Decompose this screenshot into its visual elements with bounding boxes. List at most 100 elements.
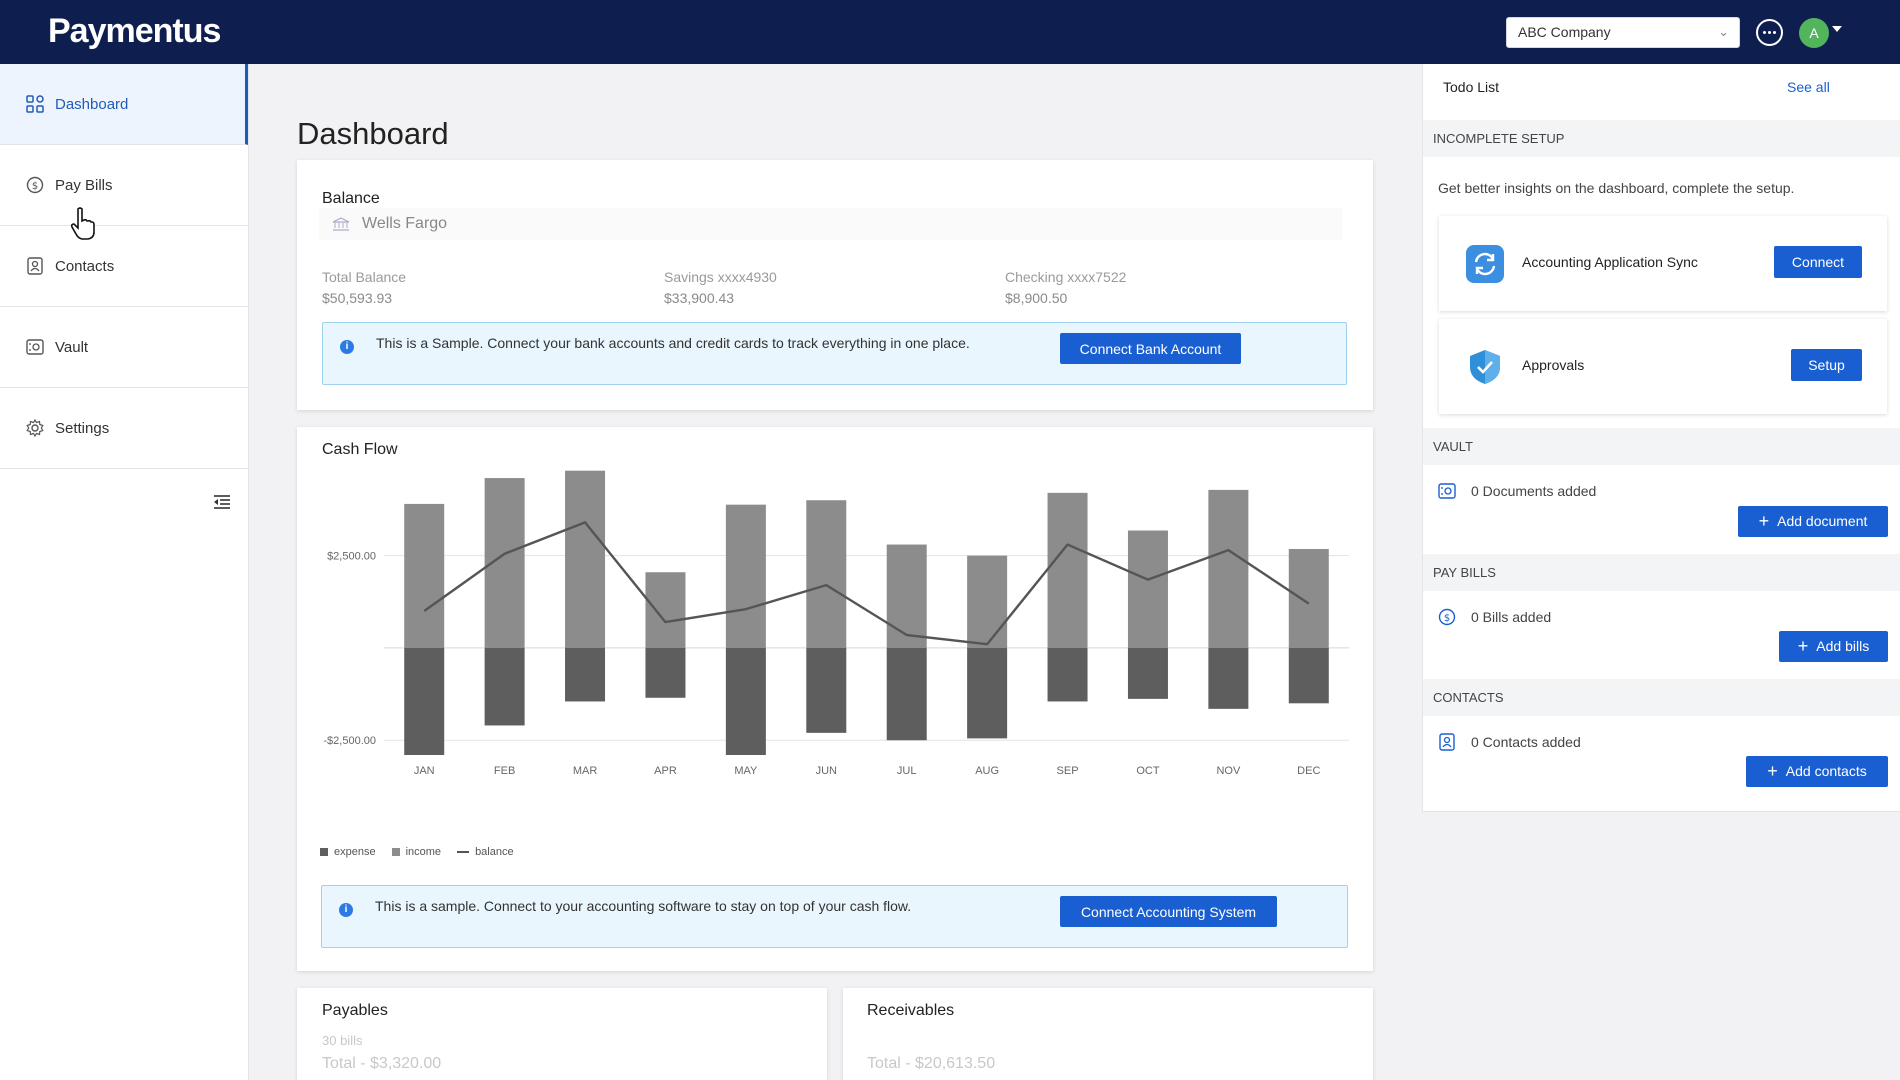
- cashflow-title: Cash Flow: [322, 441, 398, 458]
- setup-hint: Get better insights on the dashboard, co…: [1438, 180, 1795, 196]
- vault-heading: VAULT: [1423, 428, 1900, 465]
- income-bar: [886, 544, 927, 648]
- sync-icon: [1466, 245, 1504, 283]
- x-tick-label: MAR: [573, 765, 598, 777]
- connect-bank-account-button[interactable]: Connect Bank Account: [1060, 333, 1241, 364]
- setup-item-label: Approvals: [1522, 357, 1585, 373]
- income-bar: [565, 470, 606, 648]
- x-tick-label: JUN: [816, 765, 837, 777]
- x-tick-label: OCT: [1136, 765, 1160, 777]
- legend-income[interactable]: income: [391, 846, 441, 858]
- legend-expense[interactable]: expense: [320, 846, 376, 858]
- svg-text:$: $: [32, 181, 38, 192]
- vault-status: 0 Documents added: [1437, 481, 1596, 501]
- plus-icon: +: [1758, 511, 1770, 531]
- contact-icon: [1439, 733, 1455, 751]
- x-tick-label: AUG: [975, 765, 999, 777]
- expense-bar: [886, 647, 927, 741]
- sidebar-item-contacts[interactable]: Contacts: [0, 226, 248, 307]
- add-bills-button[interactable]: + Add bills: [1779, 631, 1888, 662]
- add-contacts-button[interactable]: + Add contacts: [1746, 756, 1888, 787]
- gear-icon: [25, 418, 45, 438]
- bank-selector[interactable]: Wells Fargo: [319, 208, 1342, 240]
- expense-bar: [1127, 647, 1168, 699]
- sidebar-item-settings[interactable]: Settings: [0, 388, 248, 469]
- sidebar-item-label: Vault: [55, 338, 89, 356]
- income-bar: [404, 503, 445, 648]
- connect-accounting-system-button[interactable]: Connect Accounting System: [1060, 896, 1277, 927]
- see-all-link[interactable]: See all: [1787, 79, 1830, 95]
- bills-status-text: 0 Bills added: [1471, 609, 1552, 625]
- savings-value: $33,900.43: [664, 290, 735, 306]
- avatar[interactable]: A: [1799, 18, 1829, 48]
- income-bar: [1208, 489, 1249, 648]
- income-bar: [725, 504, 766, 648]
- income-bar: [967, 555, 1008, 648]
- x-tick-label: APR: [654, 765, 677, 777]
- plus-icon: +: [1797, 636, 1809, 656]
- expense-bar: [1208, 647, 1249, 709]
- add-document-label: Add document: [1777, 513, 1868, 529]
- vault-icon: [1438, 483, 1456, 499]
- income-bar: [1127, 530, 1168, 648]
- contacts-status-text: 0 Contacts added: [1471, 734, 1581, 750]
- connect-button[interactable]: Connect: [1774, 246, 1862, 278]
- dollar-icon: $: [1438, 608, 1456, 626]
- balance-info-text: This is a Sample. Connect your bank acco…: [376, 335, 970, 351]
- legend-balance[interactable]: balance: [457, 846, 514, 858]
- cashflow-info-box: i This is a sample. Connect to your acco…: [321, 885, 1348, 948]
- chat-icon[interactable]: [1756, 19, 1783, 46]
- income-bar: [806, 500, 847, 648]
- sidebar-item-vault[interactable]: Vault: [0, 307, 248, 388]
- vault-icon: [25, 337, 45, 357]
- payables-count: 30 bills: [322, 1033, 363, 1048]
- x-tick-label: NOV: [1216, 765, 1241, 777]
- income-bar: [645, 572, 686, 648]
- logo[interactable]: Paymentus: [48, 12, 221, 50]
- x-tick-label: SEP: [1057, 765, 1079, 777]
- expense-bar: [806, 647, 847, 733]
- bank-icon: [332, 217, 350, 231]
- x-tick-label: JAN: [414, 765, 435, 777]
- balance-line: [423, 521, 1310, 646]
- x-tick-label: DEC: [1297, 765, 1320, 777]
- setup-item-accounting-sync: Accounting Application Sync Connect: [1439, 216, 1887, 311]
- expense-bar: [645, 647, 686, 698]
- caret-down-icon[interactable]: [1832, 26, 1842, 32]
- expense-bar: [725, 647, 766, 755]
- incomplete-setup-heading: INCOMPLETE SETUP: [1423, 120, 1900, 157]
- sidebar-item-pay-bills[interactable]: $ Pay Bills: [0, 145, 248, 226]
- dashboard-icon: [25, 94, 45, 114]
- contacts-heading: CONTACTS: [1423, 679, 1900, 716]
- receivables-total: Total - $20,613.50: [867, 1055, 996, 1072]
- setup-item-approvals: Approvals Setup: [1439, 319, 1887, 414]
- sidebar-item-label: Settings: [55, 419, 110, 437]
- company-select[interactable]: ABC Company ⌄: [1506, 17, 1740, 48]
- checking-value: $8,900.50: [1005, 290, 1068, 306]
- top-bar: Paymentus ABC Company ⌄ A: [0, 0, 1900, 64]
- bank-name: Wells Fargo: [362, 215, 448, 232]
- payables-title: Payables: [322, 1002, 388, 1019]
- total-balance-label: Total Balance: [322, 269, 407, 285]
- expense-bar: [1047, 647, 1088, 702]
- pay-bills-heading: PAY BILLS: [1423, 554, 1900, 591]
- add-document-button[interactable]: + Add document: [1738, 506, 1888, 537]
- collapse-menu-icon[interactable]: [213, 494, 231, 510]
- setup-button[interactable]: Setup: [1791, 349, 1862, 381]
- checking-balance: Checking xxxx7522 $8,900.50: [1005, 269, 1126, 306]
- info-icon: i: [339, 903, 353, 917]
- y-tick-label: $2,500.00: [327, 551, 376, 563]
- x-tick-label: JUL: [897, 765, 917, 777]
- income-bar: [1047, 492, 1088, 648]
- expense-bar: [404, 647, 445, 755]
- sidebar-item-dashboard[interactable]: Dashboard: [0, 64, 248, 145]
- expense-bar: [1288, 647, 1329, 704]
- sidebar-item-label: Pay Bills: [55, 176, 113, 194]
- dollar-icon: $: [25, 175, 45, 195]
- total-balance-value: $50,593.93: [322, 290, 393, 306]
- todo-panel: Todo List See all INCOMPLETE SETUP Get b…: [1422, 64, 1900, 812]
- cashflow-chart: $2,500.00 -$2,500.00 JAN FEB MAR APR MAY JUN JUL…: [323, 470, 1349, 777]
- cashflow-card: Cash Flow $2,500.00 -$2,500.00 JAN FEB MAR AP…: [297, 427, 1373, 971]
- chevron-down-icon: ⌄: [1718, 24, 1729, 39]
- savings-label: Savings xxxx4930: [664, 269, 777, 285]
